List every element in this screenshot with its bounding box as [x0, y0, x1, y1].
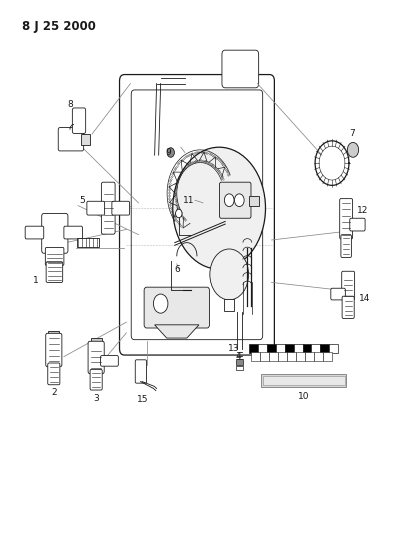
Text: 8 J 25 2000: 8 J 25 2000: [21, 20, 95, 33]
FancyBboxPatch shape: [341, 296, 353, 318]
FancyBboxPatch shape: [64, 226, 82, 239]
FancyBboxPatch shape: [349, 218, 364, 231]
Bar: [236, 359, 242, 365]
Polygon shape: [154, 325, 198, 338]
Bar: [313, 352, 322, 361]
Text: 13: 13: [227, 344, 239, 353]
FancyBboxPatch shape: [100, 356, 118, 366]
FancyBboxPatch shape: [135, 360, 146, 383]
Text: 3: 3: [93, 394, 99, 403]
Bar: [224, 299, 233, 311]
Circle shape: [175, 209, 181, 217]
Text: 5: 5: [79, 196, 85, 205]
FancyBboxPatch shape: [144, 287, 209, 328]
Circle shape: [173, 147, 265, 269]
Bar: [261, 374, 345, 387]
Bar: [284, 344, 293, 353]
Bar: [269, 352, 277, 361]
Circle shape: [347, 142, 358, 157]
FancyBboxPatch shape: [72, 108, 85, 133]
Text: 15: 15: [136, 395, 148, 404]
Bar: [311, 344, 320, 353]
Bar: [90, 337, 102, 345]
Bar: [296, 352, 305, 361]
Bar: [249, 196, 259, 206]
Circle shape: [234, 194, 243, 207]
Bar: [277, 352, 286, 361]
FancyBboxPatch shape: [48, 363, 60, 385]
Text: 6: 6: [173, 265, 179, 273]
Bar: [305, 352, 313, 361]
Bar: [302, 344, 311, 353]
Bar: [260, 352, 269, 361]
Bar: [322, 352, 331, 361]
Bar: [275, 344, 284, 353]
Bar: [286, 352, 296, 361]
Bar: [258, 344, 266, 353]
Text: 1: 1: [33, 276, 38, 285]
FancyBboxPatch shape: [119, 75, 274, 355]
FancyBboxPatch shape: [341, 271, 354, 300]
FancyBboxPatch shape: [58, 127, 83, 151]
Bar: [320, 344, 328, 353]
Circle shape: [167, 148, 174, 157]
Bar: [48, 330, 59, 338]
FancyBboxPatch shape: [222, 50, 258, 88]
FancyBboxPatch shape: [87, 201, 104, 215]
Bar: [249, 344, 258, 353]
FancyBboxPatch shape: [101, 182, 115, 234]
Text: 11: 11: [183, 196, 194, 205]
Circle shape: [209, 249, 248, 300]
Bar: [77, 238, 99, 247]
Bar: [328, 344, 337, 353]
Bar: [262, 376, 344, 385]
Bar: [236, 366, 242, 370]
Text: 9: 9: [166, 148, 171, 157]
FancyBboxPatch shape: [219, 182, 250, 218]
FancyBboxPatch shape: [339, 199, 352, 239]
Circle shape: [153, 294, 168, 313]
FancyBboxPatch shape: [90, 369, 102, 390]
FancyBboxPatch shape: [45, 247, 64, 265]
Text: 8: 8: [67, 100, 72, 109]
Bar: [251, 352, 260, 361]
FancyBboxPatch shape: [25, 226, 44, 239]
Bar: [293, 344, 302, 353]
FancyBboxPatch shape: [112, 201, 129, 215]
Text: 7: 7: [348, 130, 354, 139]
Text: 12: 12: [356, 206, 368, 215]
Text: 10: 10: [297, 392, 309, 401]
FancyBboxPatch shape: [88, 341, 104, 374]
Text: 2: 2: [51, 389, 56, 398]
Text: 4: 4: [235, 352, 241, 361]
FancyBboxPatch shape: [46, 262, 62, 282]
Bar: [81, 134, 90, 144]
Circle shape: [224, 194, 233, 207]
FancyBboxPatch shape: [340, 235, 350, 257]
Bar: [266, 344, 275, 353]
Text: 14: 14: [358, 294, 370, 303]
FancyBboxPatch shape: [42, 214, 68, 253]
FancyBboxPatch shape: [330, 288, 345, 300]
FancyBboxPatch shape: [46, 333, 62, 367]
